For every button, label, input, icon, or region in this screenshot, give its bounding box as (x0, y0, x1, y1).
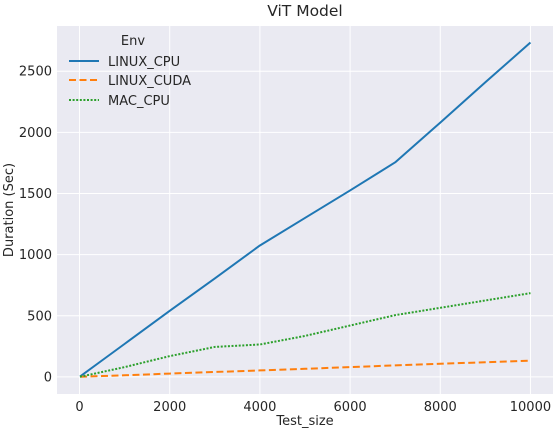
y-tick-label: 1500 (19, 187, 52, 202)
series-line-linux-cpu (79, 41, 532, 378)
legend: Env LINUX_CPU LINUX_CUDA MAC_CPU (69, 34, 191, 109)
x-tick-label: 2000 (153, 400, 186, 415)
series-line-linux-cuda (79, 359, 531, 378)
legend-label-linux-cuda: LINUX_CUDA (108, 74, 191, 89)
y-tick-label: 2500 (19, 65, 52, 80)
series-line-mac-cpu (79, 292, 531, 378)
legend-label-linux-cpu: LINUX_CPU (108, 55, 180, 70)
x-tick-label: 6000 (334, 400, 367, 415)
tick-labels: 0 2000 4000 6000 8000 10000 0 500 1000 1500 2000 25… (19, 65, 551, 415)
y-tick-label: 1000 (19, 248, 52, 263)
x-axis-label: Test_size (275, 414, 333, 429)
x-tick-label: 4000 (243, 400, 276, 415)
x-tick-label: 0 (75, 400, 83, 415)
x-tick-label: 8000 (424, 400, 457, 415)
y-axis-label: Duration (Sec) (2, 163, 17, 257)
x-tick-label: 10000 (510, 400, 551, 415)
chart-title: ViT Model (267, 2, 343, 20)
legend-title: Env (121, 34, 145, 49)
y-tick-label: 2000 (19, 126, 52, 141)
series-lines (79, 41, 532, 378)
legend-label-mac-cpu: MAC_CPU (108, 94, 170, 109)
y-tick-label: 0 (44, 370, 52, 385)
y-tick-label: 500 (27, 309, 52, 324)
grid-lines (57, 26, 553, 394)
